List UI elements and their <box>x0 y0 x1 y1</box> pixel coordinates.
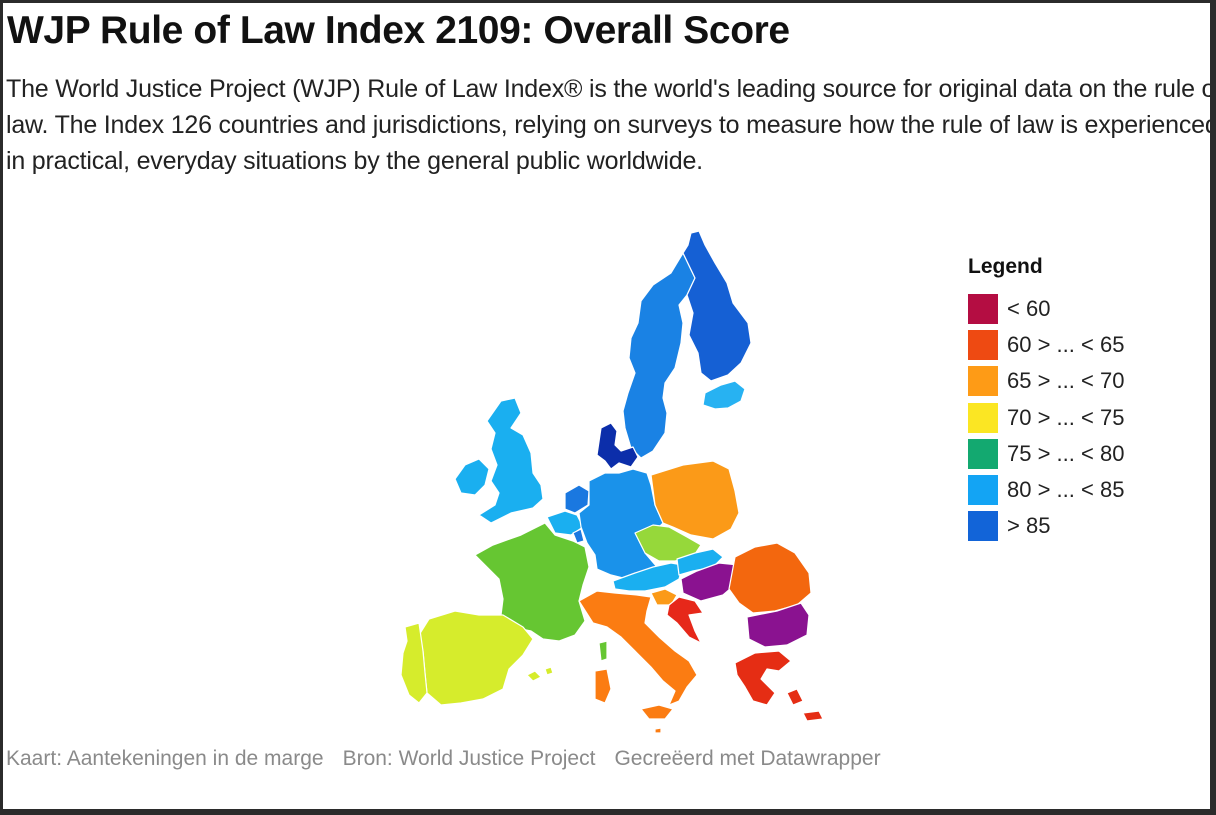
legend-item: 75 > ... < 80 <box>968 436 1124 472</box>
legend-label: < 60 <box>1007 296 1051 322</box>
island-sardinia[interactable] <box>594 668 612 704</box>
footer-datawrapper-credit[interactable]: Gecreëerd met Datawrapper <box>614 747 881 770</box>
island-balearics[interactable] <box>526 666 554 682</box>
footer-source[interactable]: Bron: World Justice Project <box>342 747 596 770</box>
country-slovakia[interactable] <box>676 548 724 576</box>
legend-item: 70 > ... < 75 <box>968 400 1124 436</box>
legend-item: < 60 <box>968 291 1124 327</box>
legend-swatch <box>968 475 998 506</box>
country-austria[interactable] <box>612 562 684 592</box>
legend-label: 60 > ... < 65 <box>1007 332 1125 358</box>
country-greece-islands[interactable] <box>786 688 824 722</box>
country-italy-sicily[interactable] <box>640 704 674 720</box>
country-slovenia[interactable] <box>650 588 678 606</box>
legend-swatch <box>968 511 998 542</box>
legend-swatch <box>968 438 998 469</box>
country-luxembourg[interactable] <box>572 528 585 544</box>
country-estonia[interactable] <box>702 380 746 410</box>
legend-swatch <box>968 402 998 433</box>
country-italy[interactable] <box>578 590 698 706</box>
legend-title: Legend <box>968 255 1043 278</box>
country-germany[interactable] <box>578 468 664 580</box>
legend-item: 80 > ... < 85 <box>968 472 1124 508</box>
legend-item: > 85 <box>968 508 1124 544</box>
chart-title: WJP Rule of Law Index 2109: Overall Scor… <box>7 9 790 52</box>
legend-item: 60 > ... < 65 <box>968 327 1124 363</box>
europe-map <box>400 230 824 734</box>
island-corsica[interactable] <box>598 640 608 662</box>
country-uk[interactable] <box>478 397 544 524</box>
legend-label: 70 > ... < 75 <box>1007 404 1125 430</box>
country-ireland[interactable] <box>454 458 490 496</box>
legend-swatch <box>968 330 998 361</box>
country-bulgaria[interactable] <box>746 602 810 648</box>
legend-label: 65 > ... < 70 <box>1007 368 1125 394</box>
country-sweden[interactable] <box>622 252 696 459</box>
map-legend: Legend < 60 60 > ... < 65 65 > ... < 70 70 … <box>968 255 1124 544</box>
footer-map-credit: Kaart: Aantekeningen in de marge <box>6 747 324 770</box>
legend-swatch <box>968 294 998 325</box>
country-netherlands[interactable] <box>564 484 590 514</box>
legend-label: > 85 <box>1007 513 1051 539</box>
legend-swatch <box>968 366 998 397</box>
country-croatia[interactable] <box>666 596 704 644</box>
chart-footer: Kaart: Aantekeningen in de marge Bron: W… <box>6 747 881 771</box>
country-finland[interactable] <box>682 230 752 382</box>
island-malta[interactable] <box>654 727 662 734</box>
country-spain[interactable] <box>418 610 534 706</box>
country-greece[interactable] <box>734 650 792 706</box>
chart-description: The World Justice Project (WJP) Rule of … <box>6 75 1210 175</box>
country-romania[interactable] <box>728 542 812 614</box>
country-czechia[interactable] <box>634 524 702 562</box>
country-portugal[interactable] <box>400 622 428 704</box>
legend-label: 75 > ... < 80 <box>1007 440 1125 466</box>
country-denmark[interactable] <box>596 422 639 470</box>
country-poland[interactable] <box>650 460 740 540</box>
country-france[interactable] <box>474 522 590 642</box>
legend-item: 65 > ... < 70 <box>968 363 1124 399</box>
chart-frame: WJP Rule of Law Index 2109: Overall Scor… <box>3 3 1210 809</box>
legend-label: 80 > ... < 85 <box>1007 477 1125 503</box>
